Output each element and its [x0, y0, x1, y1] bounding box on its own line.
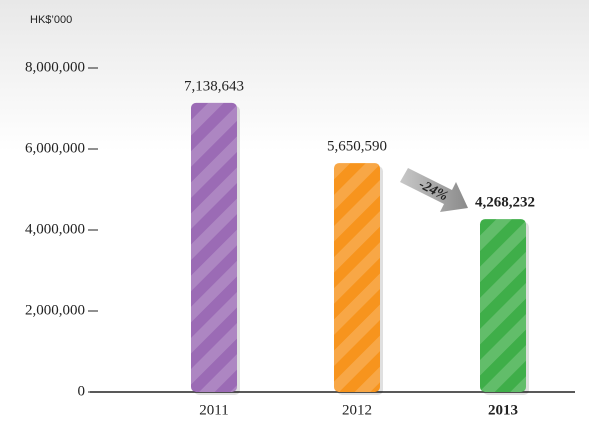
unit-label: HK$’000	[30, 14, 72, 26]
y-tick-label: 8,000,000	[25, 59, 85, 75]
x-tick-label: 2011	[199, 402, 228, 418]
bar-stripes	[334, 163, 380, 392]
value-label: 4,268,232	[475, 195, 535, 211]
change-arrow	[400, 168, 468, 212]
value-label: 5,650,590	[327, 139, 387, 155]
bar-stripes	[480, 219, 526, 392]
value-label: 7,138,643	[184, 78, 244, 94]
x-tick-label: 2013	[488, 402, 518, 418]
x-tick-label: 2012	[342, 402, 372, 418]
y-tick-label: 4,000,000	[25, 221, 85, 237]
bar-stripes	[191, 102, 237, 393]
y-tick-label: 2,000,000	[25, 302, 85, 318]
y-tick-label: 0	[78, 383, 86, 399]
y-tick-label: 6,000,000	[25, 140, 85, 156]
